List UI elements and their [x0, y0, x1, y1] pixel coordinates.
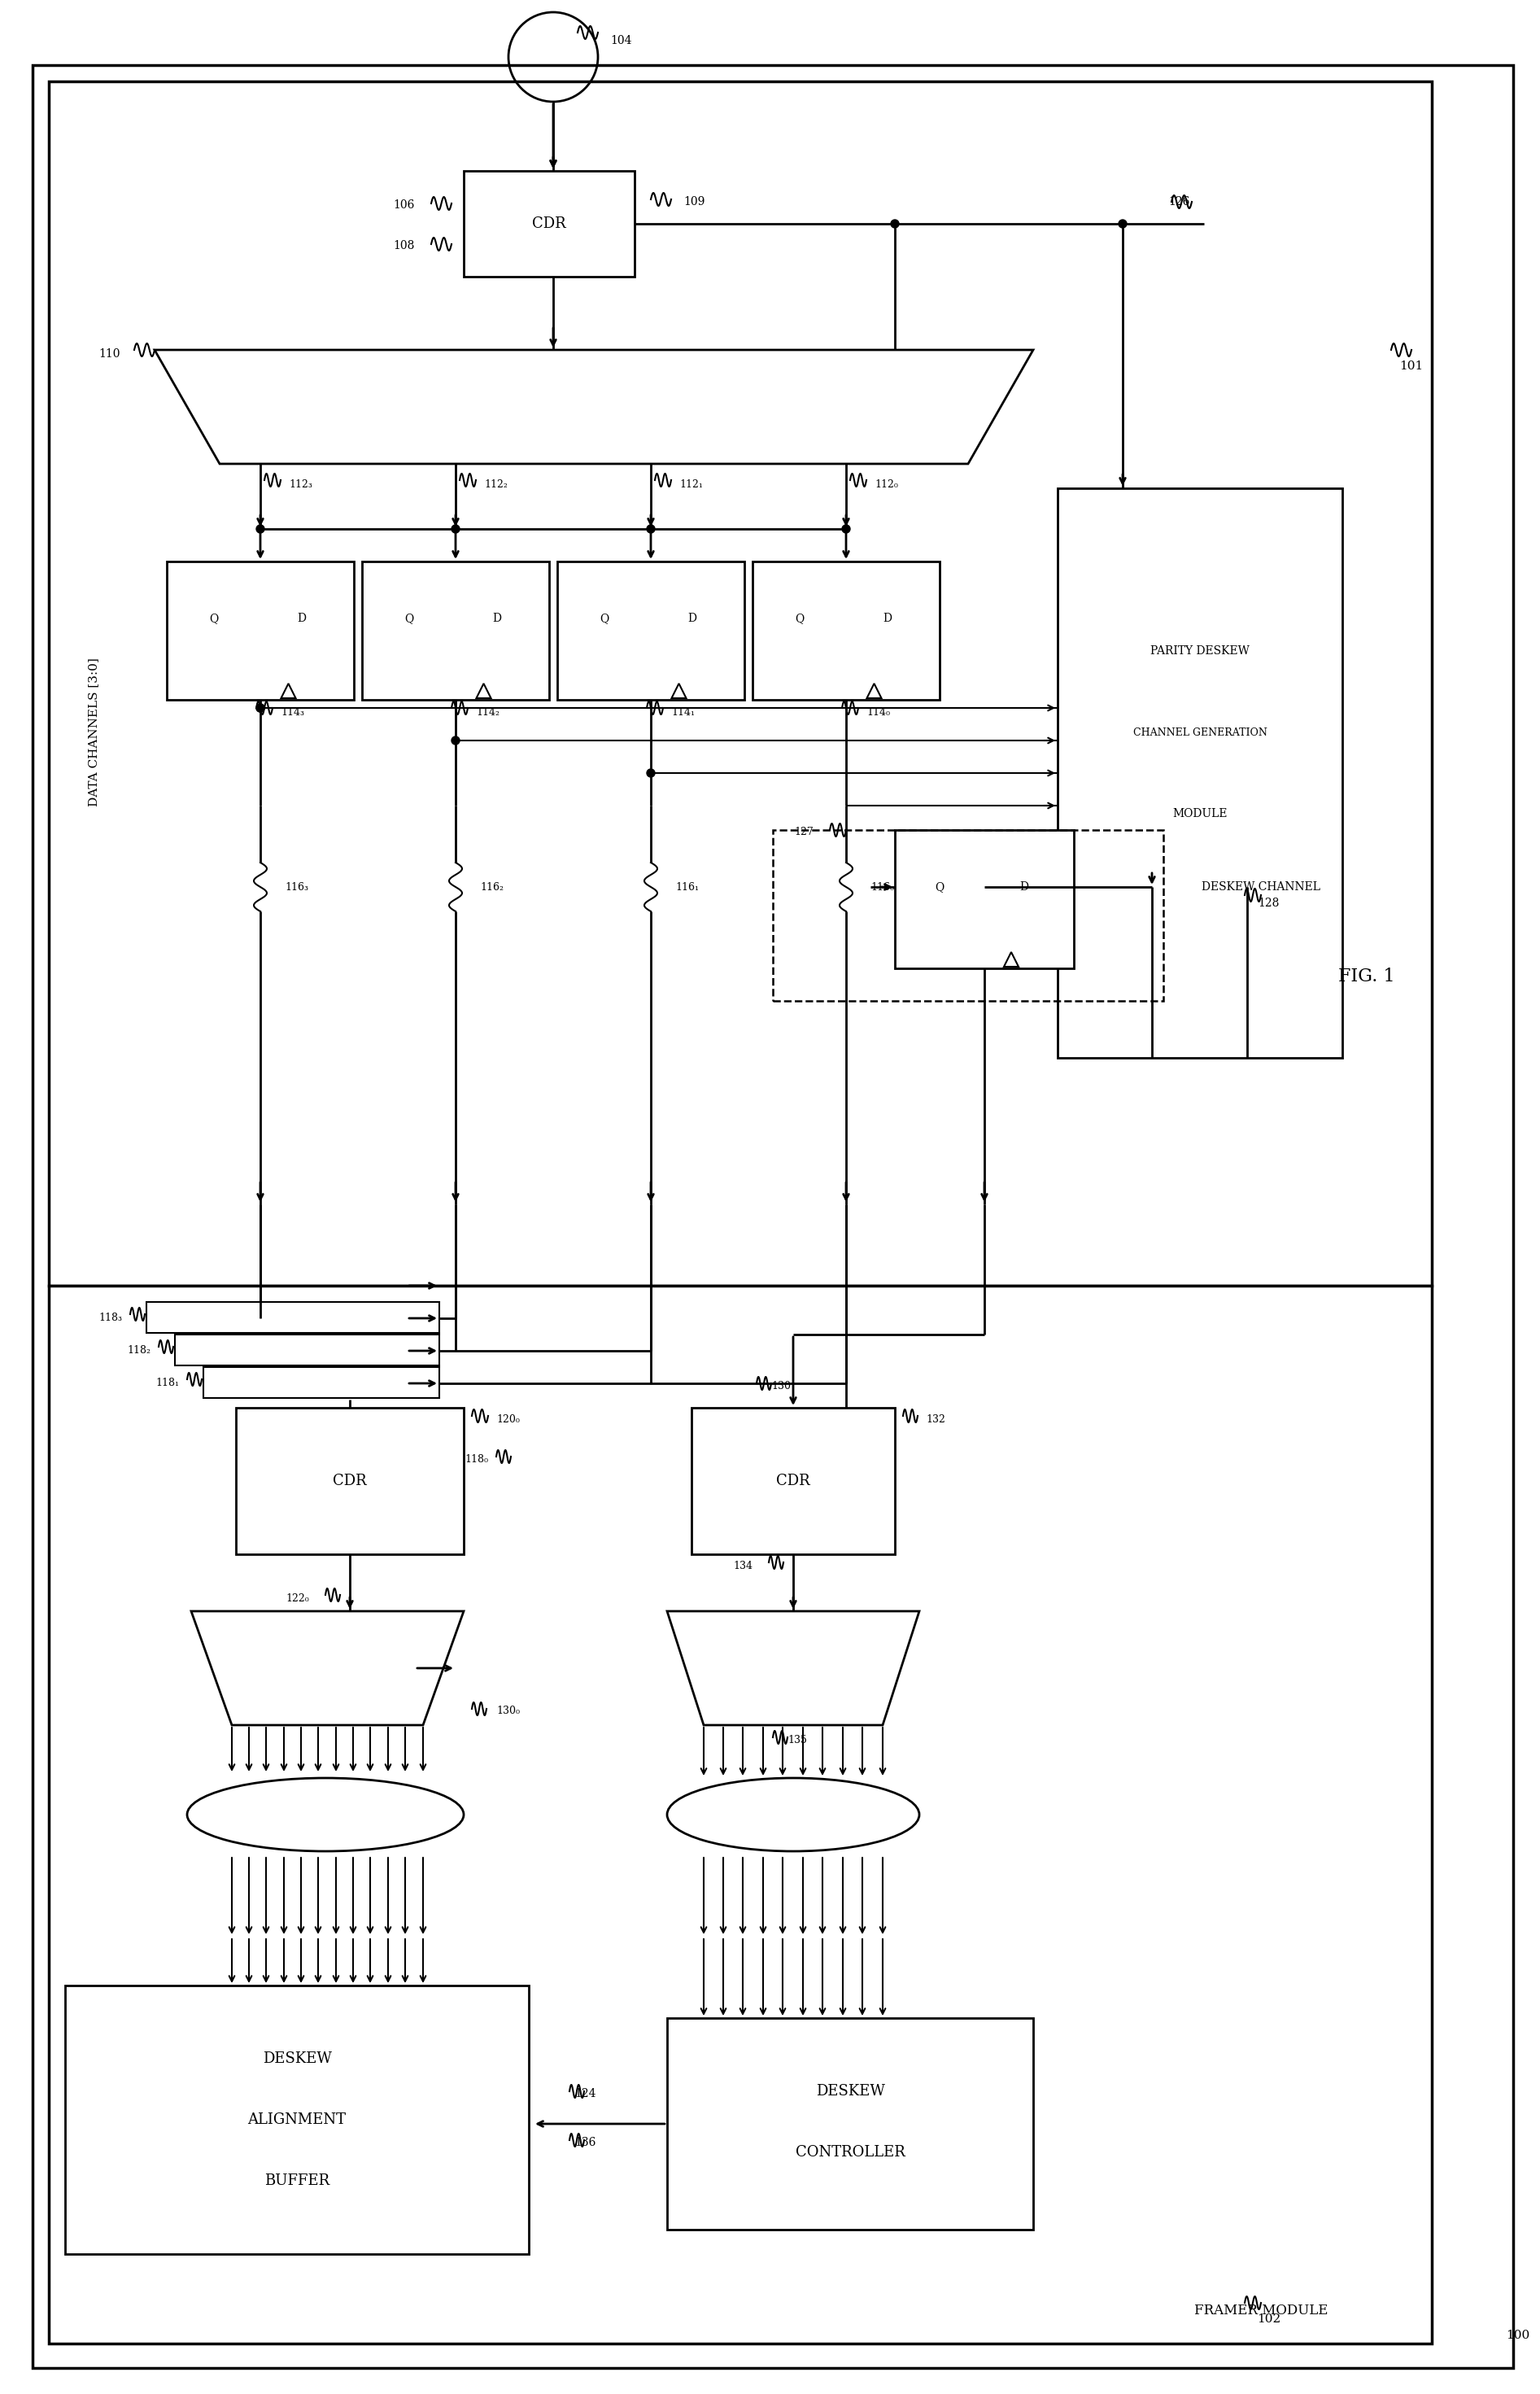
Bar [146, 1302, 439, 1333]
Text: 126: 126 [1169, 196, 1190, 208]
Bar [236, 1408, 464, 1554]
Text: 112₃: 112₃ [290, 479, 313, 488]
Circle shape [647, 768, 654, 778]
Circle shape [256, 524, 265, 534]
Text: Q: Q [935, 881, 944, 893]
Circle shape [256, 704, 265, 711]
Text: DESKEW: DESKEW [262, 2052, 331, 2066]
Text: 118₁: 118₁ [156, 1377, 179, 1389]
Text: BUFFER: BUFFER [265, 2174, 330, 2188]
Text: D: D [687, 613, 696, 625]
Bar [691, 1408, 895, 1554]
Text: 134: 134 [733, 1561, 753, 1570]
Text: DESKEW CHANNEL: DESKEW CHANNEL [1201, 881, 1320, 893]
Text: 102: 102 [1257, 2313, 1281, 2325]
Text: 104: 104 [610, 36, 631, 45]
Text: CDR: CDR [333, 1475, 367, 1489]
Text: 112₂: 112₂ [484, 479, 508, 488]
Text: FRAMER MODULE: FRAMER MODULE [1194, 2303, 1327, 2317]
Bar [895, 831, 1073, 967]
Text: D: D [493, 613, 501, 625]
Circle shape [647, 524, 654, 534]
Text: FIG. 1: FIG. 1 [1338, 967, 1395, 986]
Bar [49, 81, 1432, 1286]
Text: 114₂: 114₂ [476, 706, 499, 718]
Text: Q: Q [795, 613, 804, 625]
Bar [753, 563, 939, 699]
Text: 120₀: 120₀ [496, 1415, 519, 1424]
Text: 100: 100 [1506, 2329, 1529, 2341]
Text: 106: 106 [393, 199, 414, 211]
Text: 116₂: 116₂ [480, 881, 504, 893]
Text: 127: 127 [795, 826, 813, 838]
Circle shape [890, 220, 899, 227]
Text: CDR: CDR [776, 1475, 810, 1489]
Text: 108: 108 [393, 239, 414, 251]
Circle shape [1118, 220, 1127, 227]
Circle shape [451, 737, 459, 745]
Text: 112₁: 112₁ [679, 479, 702, 488]
Text: 114₀: 114₀ [867, 706, 890, 718]
Text: 109: 109 [684, 196, 705, 208]
Text: PARITY DESKEW: PARITY DESKEW [1150, 646, 1249, 656]
Bar [166, 563, 354, 699]
Bar [667, 2018, 1033, 2229]
Text: 118₃: 118₃ [99, 1312, 122, 1324]
Text: ALIGNMENT: ALIGNMENT [248, 2112, 346, 2128]
Text: 124: 124 [574, 2088, 596, 2100]
Text: Q: Q [403, 613, 413, 625]
Text: 116₃: 116₃ [285, 881, 308, 893]
Bar [1058, 488, 1343, 1058]
Text: 101: 101 [1400, 361, 1423, 371]
Text: CHANNEL GENERATION: CHANNEL GENERATION [1133, 728, 1267, 737]
Text: Q: Q [599, 613, 608, 625]
Text: DESKEW: DESKEW [816, 2083, 884, 2100]
Text: 112₀: 112₀ [875, 479, 898, 488]
Bar [49, 1286, 1432, 2344]
Text: DATA CHANNELS [3:0]: DATA CHANNELS [3:0] [88, 658, 99, 807]
Text: 116₀: 116₀ [870, 881, 895, 893]
Text: 118₂: 118₂ [126, 1345, 151, 1355]
Text: 122₀: 122₀ [286, 1594, 310, 1604]
Text: CONTROLLER: CONTROLLER [795, 2145, 906, 2159]
Bar [557, 563, 744, 699]
Text: 110: 110 [99, 347, 120, 359]
Text: D: D [1019, 881, 1029, 893]
Text: 132: 132 [926, 1415, 946, 1424]
Text: 128: 128 [1258, 898, 1280, 910]
Circle shape [451, 524, 459, 534]
Text: 118₀: 118₀ [465, 1453, 488, 1465]
Bar [203, 1367, 439, 1398]
Text: 114₃: 114₃ [280, 706, 305, 718]
Text: MODULE: MODULE [1172, 809, 1227, 819]
Circle shape [256, 704, 265, 711]
Text: D: D [297, 613, 306, 625]
Text: 130₀: 130₀ [496, 1707, 521, 1716]
Bar [176, 1333, 439, 1365]
Text: Q: Q [209, 613, 219, 625]
Circle shape [842, 524, 850, 534]
Text: D: D [882, 613, 892, 625]
Bar [773, 831, 1163, 1001]
Bar [65, 1985, 528, 2255]
Text: CDR: CDR [533, 215, 567, 232]
Text: 136: 136 [574, 2138, 596, 2147]
Text: 116₁: 116₁ [675, 881, 699, 893]
Bar [464, 170, 634, 278]
Text: 114₁: 114₁ [671, 706, 695, 718]
Text: 135: 135 [787, 1736, 807, 1745]
Text: 130: 130 [772, 1381, 790, 1391]
Bar [362, 563, 550, 699]
